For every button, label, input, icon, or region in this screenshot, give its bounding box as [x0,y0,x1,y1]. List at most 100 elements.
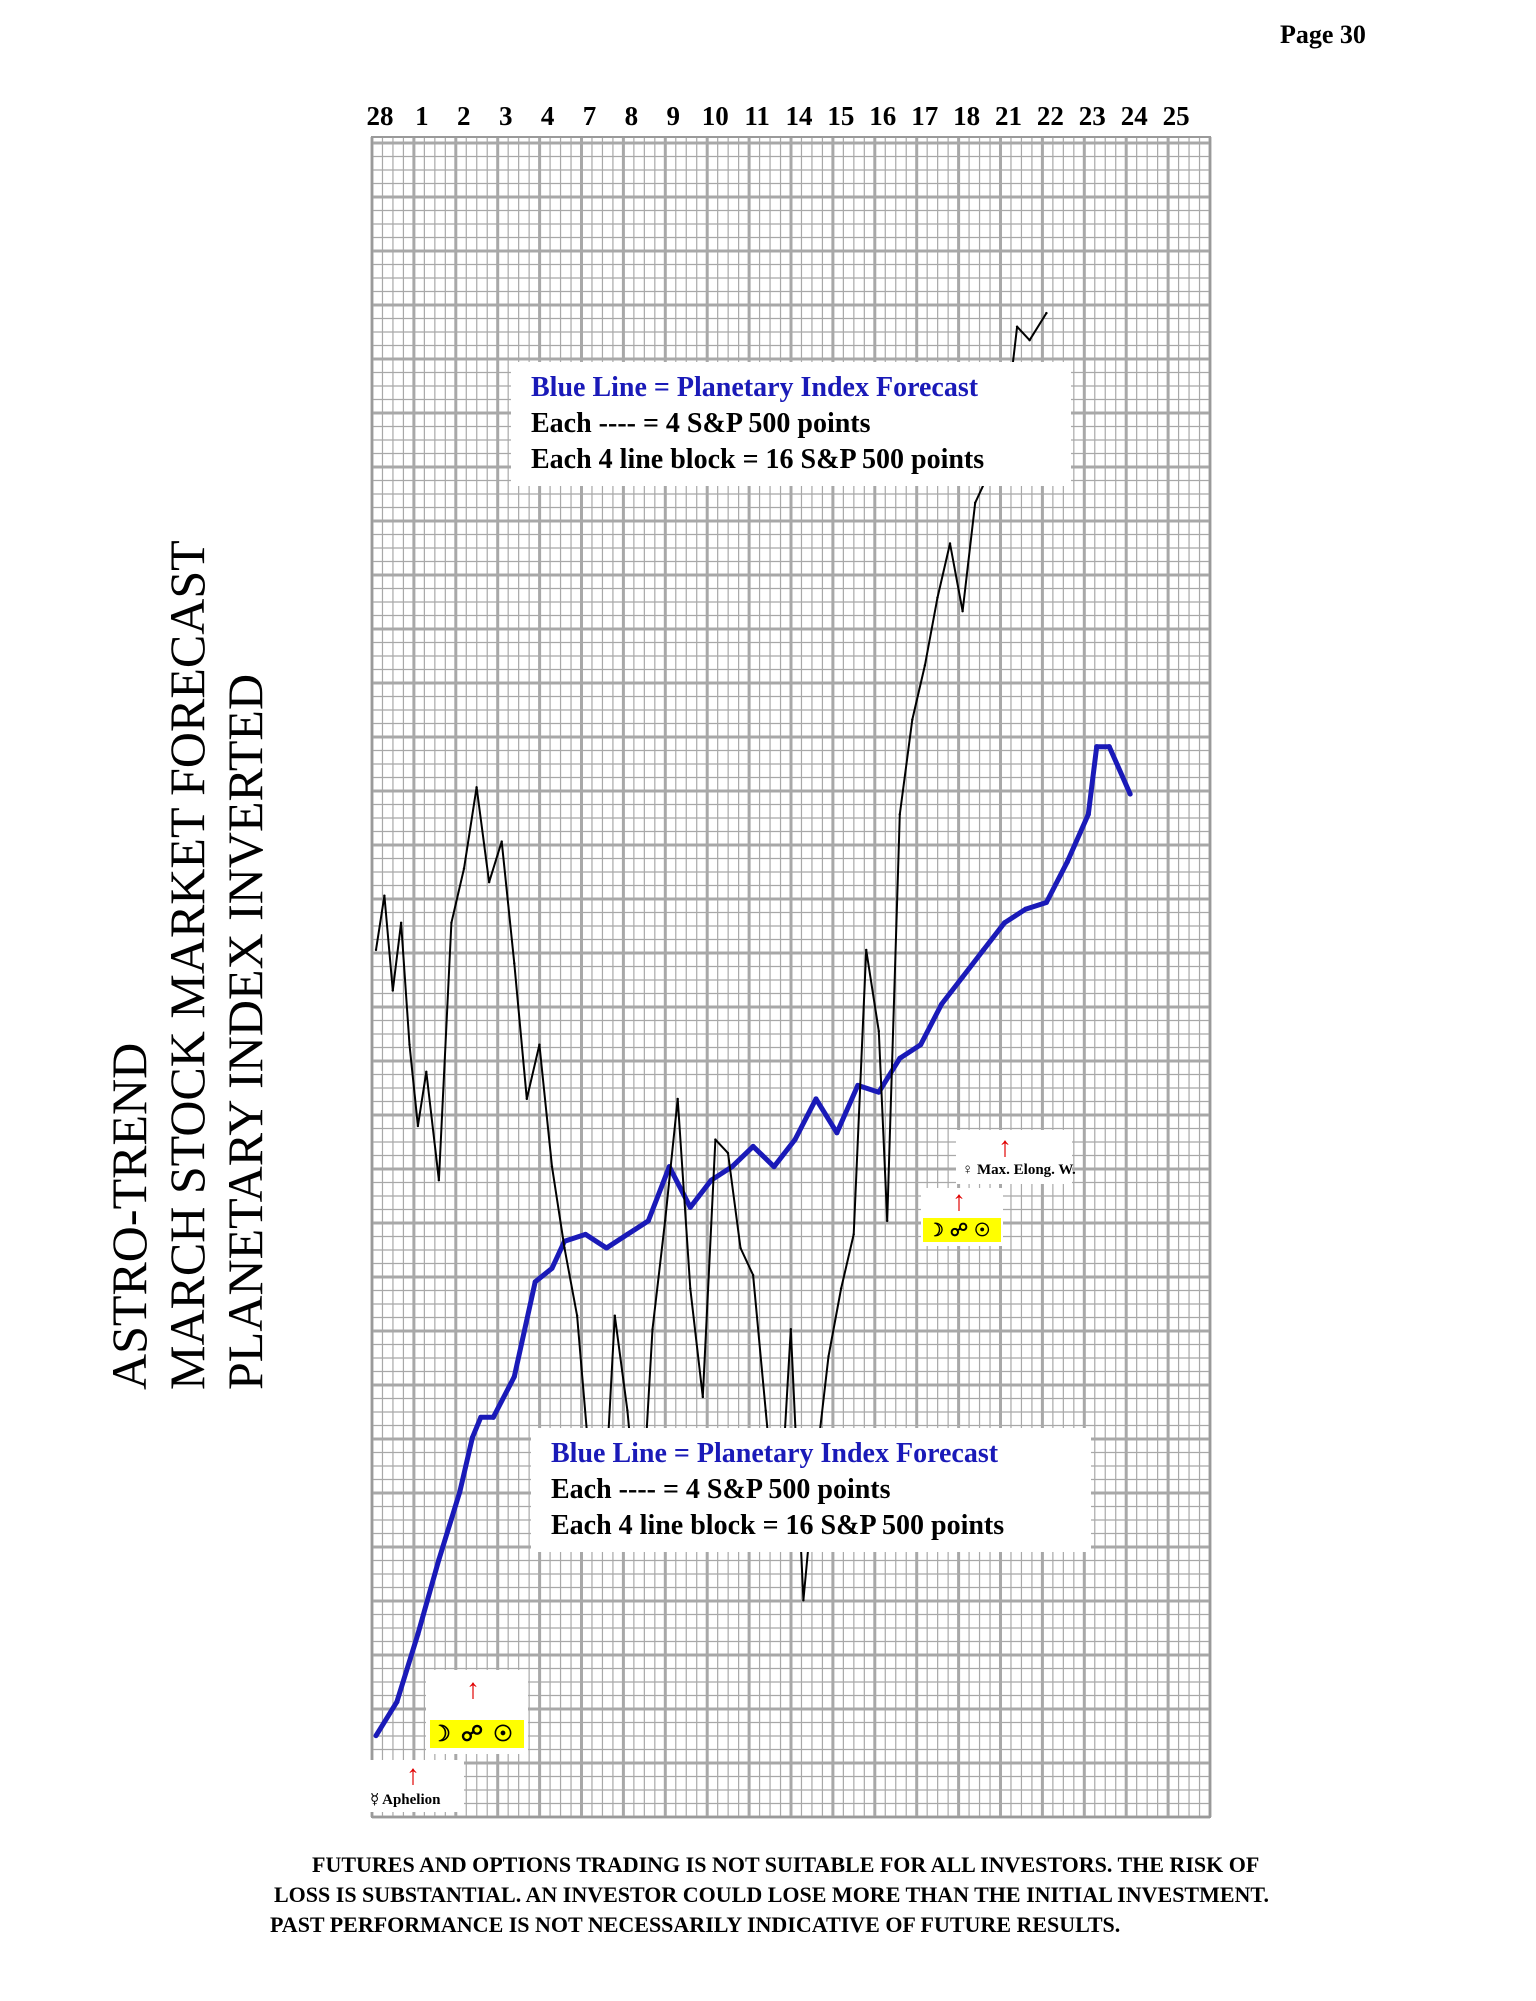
forecast-point [918,1042,924,1048]
planetary-index-forecast-line [373,744,1133,1738]
price-point [408,1043,411,1046]
price-point [525,1097,529,1101]
up-arrow-icon: ↑ [952,1186,966,1217]
forecast-point [750,1143,756,1149]
price-point [1045,311,1048,315]
forecast-point [981,947,987,953]
forecast-point [1002,920,1007,926]
x-tick-label: 21 [995,101,1022,131]
price-point [973,501,977,505]
price-point [575,1314,579,1317]
price-point [500,840,503,843]
price-point [948,542,952,545]
forecast-point [771,1164,777,1170]
x-tick-label: 23 [1079,101,1106,131]
aphelion-label: ☿ Aphelion [370,1792,441,1808]
price-point [626,1409,629,1412]
price-point [563,1246,566,1250]
forecast-point [490,1414,496,1420]
price-point [550,1165,554,1168]
event-marker-opposition-2: ↑ ☽☍☉ [921,1188,1003,1246]
x-tick-label: 16 [869,101,896,131]
price-point [450,921,453,925]
forecast-point [939,1001,945,1007]
price-point [538,1043,541,1046]
price-point [885,1219,889,1223]
price-point [462,867,466,870]
up-arrow-icon: ↑ [466,1674,480,1705]
x-tick-label: 18 [953,101,980,131]
disclaimer-line-3: PAST PERFORMANCE IS NOT NECESSARILY INDI… [270,1912,1121,1937]
x-tick-label: 28 [367,101,394,131]
forecast-point [813,1096,819,1102]
price-point [689,1287,692,1290]
forecast-point [624,1231,630,1237]
price-point [827,1355,830,1358]
x-tick-label: 14 [786,101,813,131]
forecast-point [1064,859,1070,865]
price-point [1015,325,1019,328]
forecast-point [855,1082,861,1088]
x-tick-label: 11 [744,101,770,131]
forecast-point [549,1265,555,1271]
price-point [726,1151,730,1155]
price-point [425,1070,428,1074]
price-point [487,880,491,884]
price-point [936,596,939,599]
price-point [898,813,901,816]
price-point [399,921,403,925]
legend-bottom-series: Blue Line = Planetary Index Forecast [551,1438,999,1469]
price-point [651,1328,654,1331]
up-arrow-icon: ↑ [998,1132,1012,1163]
forecast-point [834,1130,840,1136]
risk-disclaimer: FUTURES AND OPTIONS TRADING IS NOT SUITA… [240,1850,1480,1940]
price-point [676,1097,679,1101]
price-point [714,1138,717,1141]
forecast-point [1127,791,1133,797]
price-point [877,1029,880,1033]
price-point [513,962,516,965]
forecast-point [373,1733,379,1739]
price-point [789,1328,793,1331]
moon-opposition-sun-symbols: ☽☍☉ [430,1720,524,1748]
forecast-point [1106,744,1112,750]
legend-bottom-scale-line: Each ---- = 4 S&P 500 points [551,1474,891,1505]
price-point [391,989,394,992]
x-tick-label: 22 [1037,101,1064,131]
legend-bottom-scale-block: Each 4 line block = 16 S&P 500 points [551,1510,1005,1541]
price-point [1028,339,1031,342]
forecast-point [645,1218,651,1224]
forecast-point [415,1631,421,1637]
forecast-point [897,1055,903,1061]
forecast-point [394,1699,400,1705]
forecast-point [583,1231,588,1237]
price-point [911,718,914,721]
forecast-point [1094,744,1100,750]
x-axis-tick-labels: 28 1 2 3 4 7 8 9 10 11 14 15 16 17 18 21 22 23 24 25 [367,101,1190,131]
x-tick-label: 4 [541,101,555,131]
x-tick-label: 2 [457,101,471,131]
x-tick-label: 7 [583,101,597,131]
legend-top-series: Blue Line = Planetary Index Forecast [531,372,979,403]
price-point [764,1409,767,1412]
sp500-price-line [375,312,1048,1602]
x-tick-label: 10 [702,101,729,131]
legend-top-scale-block: Each 4 line block = 16 S&P 500 points [531,444,985,475]
forecast-point [469,1435,475,1441]
forecast-point [532,1279,538,1285]
price-point [923,664,927,667]
disclaimer-line-1: FUTURES AND OPTIONS TRADING IS NOT SUITA… [312,1852,1260,1877]
price-point [751,1273,755,1277]
x-tick-label: 1 [415,101,429,131]
price-point [961,609,964,613]
legend-top: Blue Line = Planetary Index Forecast Eac… [511,362,1071,486]
price-point [383,894,386,897]
x-tick-label: 24 [1121,101,1148,131]
x-tick-label: 15 [827,101,854,131]
price-point [852,1233,855,1236]
price-point [865,948,868,952]
price-point [663,1219,667,1223]
legend-bottom: Blue Line = Planetary Index Forecast Eac… [531,1428,1091,1552]
x-tick-label: 3 [499,101,513,131]
price-point [839,1287,843,1290]
